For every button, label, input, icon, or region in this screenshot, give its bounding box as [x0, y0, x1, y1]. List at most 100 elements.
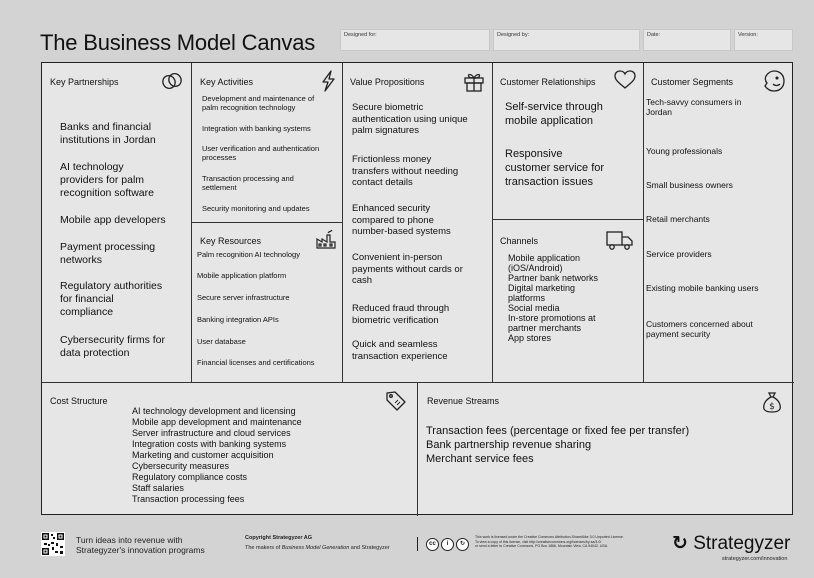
customer-relationships-title: Customer Relationships	[500, 77, 596, 87]
factory-icon	[314, 227, 338, 251]
customer-segments-section: Customer Segments Tech-savvy consumers i…	[644, 63, 794, 383]
cost-item: Staff salaries	[132, 483, 184, 493]
share-alike-icon: ↻	[456, 538, 469, 551]
lightning-icon	[316, 69, 340, 93]
footer-tagline: Turn ideas into revenue with Strategyzer…	[76, 535, 205, 555]
activity-item: Transaction processing and settlement	[202, 174, 294, 192]
key-partnerships-title: Key Partnerships	[50, 77, 119, 87]
license-text: This work is licensed under the Creative…	[475, 535, 624, 548]
segment-item: Tech-savvy consumers in Jordan	[646, 97, 742, 117]
cost-item: AI technology development and licensing	[132, 406, 296, 416]
brand-url[interactable]: strategyzer.com/innovation	[722, 556, 788, 562]
channels-section: Channels Mobile application (iOS/Android…	[493, 220, 644, 383]
value-item: Enhanced security compared to phone numb…	[352, 203, 451, 237]
cost-item: Integration costs with banking systems	[132, 439, 287, 449]
attribution-icon: i	[441, 538, 454, 551]
svg-text:$: $	[769, 402, 775, 412]
price-tag-icon	[384, 389, 408, 413]
version-field[interactable]: Version:	[734, 29, 793, 51]
segment-item: Young professionals	[646, 146, 723, 156]
brand-name: Strategyzer	[693, 533, 791, 554]
strategyzer-logo[interactable]: ↻ Strategyzer	[672, 532, 790, 555]
copyright-line-end: and Strategyzer	[349, 545, 390, 551]
value-item: Frictionless money transfers without nee…	[352, 154, 459, 188]
cost-item: Server infrastructure and cloud services	[132, 428, 291, 438]
copyright-line-start: The makers of	[245, 545, 282, 551]
link-icon	[160, 69, 184, 93]
relationship-item: Responsive customer service for transact…	[505, 148, 605, 188]
resource-item: Secure server infrastructure	[197, 293, 290, 302]
revenue-streams-section: Revenue Streams $ Transaction fees (perc…	[418, 383, 794, 516]
partner-item: Payment processing networks	[60, 241, 156, 266]
cc-icon: cc	[426, 538, 439, 551]
key-resources-title: Key Resources	[200, 236, 262, 246]
segment-item: Existing mobile banking users	[646, 283, 759, 293]
cost-item: Transaction processing fees	[132, 494, 245, 504]
relationship-item: Self-service through mobile application	[505, 101, 603, 127]
value-item: Convenient in-person payments without ca…	[352, 252, 463, 286]
cost-item: Regulatory compliance costs	[132, 472, 248, 482]
copyright-title: Copyright Strategyzer AG	[245, 535, 313, 541]
value-item: Quick and seamless transaction experienc…	[352, 339, 448, 362]
customer-relationships-section: Customer Relationships Self-service thro…	[493, 63, 644, 220]
channel-item: Mobile application (iOS/Android)	[508, 253, 581, 273]
segment-item: Small business owners	[646, 180, 733, 190]
segment-item: Service providers	[646, 249, 712, 259]
value-propositions-section: Value Propositions Secure biometric auth…	[343, 63, 493, 383]
channel-item: In-store promotions at partner merchants	[508, 313, 596, 333]
truck-icon	[606, 228, 634, 252]
partner-item: Cybersecurity firms for data protection	[60, 334, 166, 359]
value-item: Reduced fraud through biometric verifica…	[352, 303, 450, 326]
key-activities-title: Key Activities	[200, 77, 254, 87]
resource-item: Palm recognition AI technology	[197, 250, 300, 259]
partner-item: Mobile app developers	[60, 214, 166, 226]
cost-structure-title: Cost Structure	[50, 396, 108, 406]
strategyzer-logo-icon: ↻	[672, 533, 688, 554]
copyright-line: The makers of Business Model Generation …	[245, 545, 390, 552]
segment-item: Retail merchants	[646, 214, 710, 224]
activity-item: Development and maintenance of palm reco…	[202, 94, 315, 112]
resource-item: User database	[197, 337, 246, 346]
copyright-italic: Business Model Generation	[281, 545, 350, 551]
heart-icon	[613, 68, 637, 92]
resource-item: Mobile application platform	[197, 271, 287, 280]
segment-item: Customers concerned about payment securi…	[646, 319, 753, 339]
revenue-streams-title: Revenue Streams	[427, 396, 500, 406]
partner-item: Banks and financial institutions in Jord…	[60, 121, 156, 146]
activity-item: Integration with banking systems	[202, 124, 311, 133]
channels-title: Channels	[500, 236, 539, 246]
page-title: The Business Model Canvas	[40, 30, 316, 55]
footer-divider	[417, 537, 418, 551]
activity-item: Security monitoring and updates	[202, 204, 310, 213]
resource-item: Banking integration APIs	[197, 315, 279, 324]
revenue-item: Bank partnership revenue sharing	[426, 439, 592, 451]
resource-item: Financial licenses and certifications	[197, 358, 315, 367]
value-propositions-title: Value Propositions	[350, 77, 425, 87]
channel-item: Partner bank networks	[508, 273, 599, 283]
channel-item: Digital marketing platforms	[508, 283, 576, 303]
cost-item: Marketing and customer acquisition	[132, 450, 274, 460]
cost-structure-section: Cost Structure AI technology development…	[42, 383, 418, 516]
money-bag-icon: $	[760, 390, 784, 414]
revenue-item: Merchant service fees	[426, 453, 534, 465]
business-model-canvas: Key Partnerships Banks and financial ins…	[41, 62, 794, 516]
designed-by-field[interactable]: Designed by:	[493, 29, 640, 51]
channel-item: Social media	[508, 303, 560, 313]
smiley-icon	[762, 69, 786, 93]
key-activities-section: Key Activities Development and maintenan…	[192, 63, 343, 223]
activity-item: User verification and authentication pro…	[202, 144, 320, 162]
value-item: Secure biometric authentication using un…	[352, 102, 468, 136]
cost-item: Cybersecurity measures	[132, 461, 230, 471]
revenue-item: Transaction fees (percentage or fixed fe…	[426, 425, 690, 437]
cost-item: Mobile app development and maintenance	[132, 417, 302, 427]
channel-item: App stores	[508, 333, 552, 343]
partner-item: AI technology providers for palm recogni…	[60, 161, 154, 199]
partner-item: Regulatory authorities for financial com…	[60, 280, 163, 318]
qr-code	[41, 532, 65, 556]
gift-icon	[462, 69, 486, 93]
key-resources-section: Key Resources Palm recognition AI techno…	[192, 223, 343, 383]
key-partnerships-section: Key Partnerships Banks and financial ins…	[42, 63, 192, 383]
designed-for-field[interactable]: Designed for:	[340, 29, 490, 51]
date-field[interactable]: Date:	[643, 29, 731, 51]
customer-segments-title: Customer Segments	[651, 77, 734, 87]
